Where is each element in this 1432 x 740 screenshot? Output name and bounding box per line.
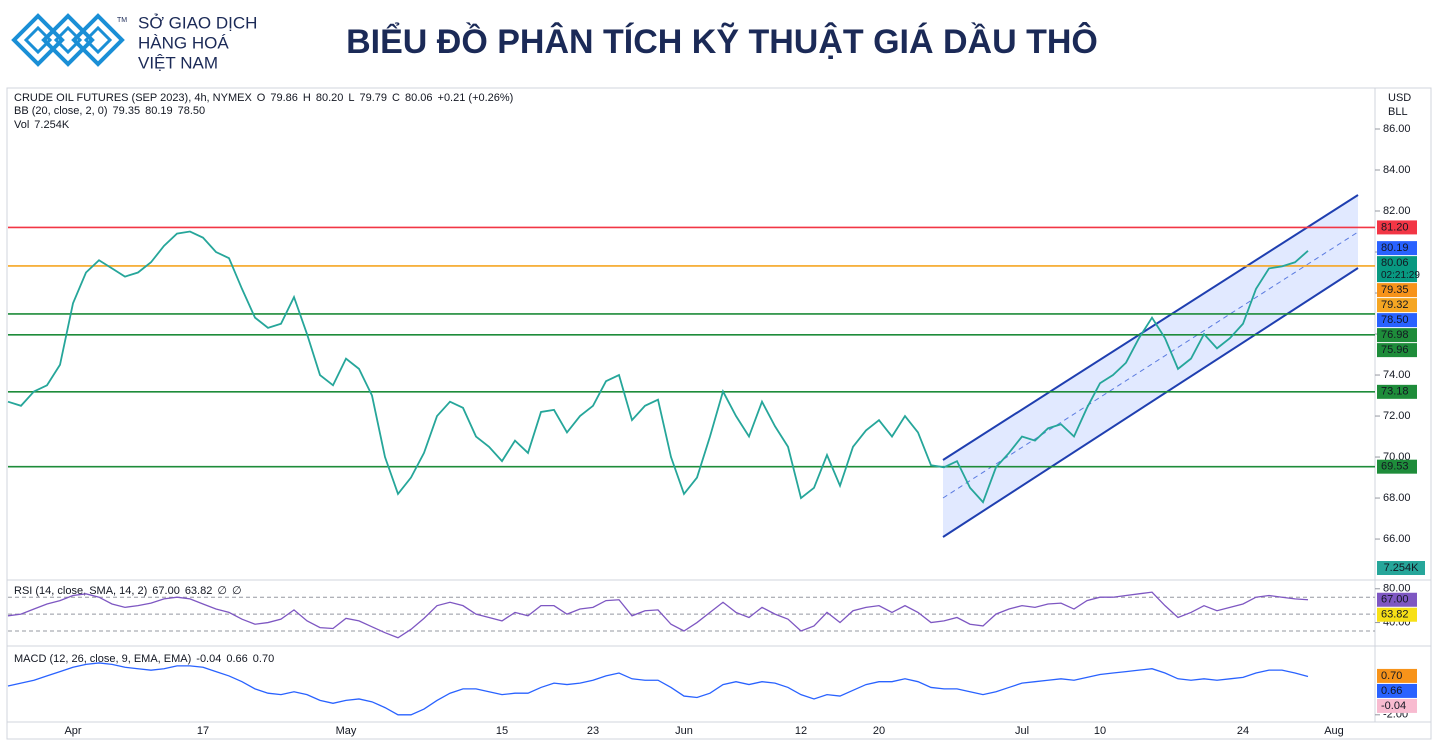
price-tag-label: -0.04 <box>1381 700 1406 712</box>
y-tick-label: 66.00 <box>1383 533 1411 545</box>
price-tag-label: 76.98 <box>1381 329 1409 341</box>
ohlc-value: 79.86 <box>270 92 298 104</box>
logo-text: HÀNG HOÁ <box>138 33 229 52</box>
ohlc-key: O <box>257 92 266 104</box>
y-tick-label: 82.00 <box>1383 205 1411 217</box>
chart-frame <box>6 87 1432 740</box>
price-tag <box>1377 592 1417 607</box>
indicator-value: 80.19 <box>145 105 173 117</box>
volume-label: 7.254K <box>1384 562 1420 574</box>
ohlc-value: 80.20 <box>316 92 344 104</box>
price-line <box>7 591 1309 639</box>
price-tag <box>1377 313 1417 328</box>
x-tick-label: 20 <box>873 725 885 737</box>
ohlc-key: L <box>348 92 354 104</box>
price-tag <box>1377 698 1417 713</box>
price-tag-label: 0.70 <box>1381 670 1402 682</box>
logo-text: VIỆT NAM <box>138 53 218 72</box>
price-tag <box>1377 220 1417 235</box>
trend-channel <box>942 194 1359 538</box>
price-tag-label: 79.32 <box>1381 299 1409 311</box>
ohlc-key: C <box>392 92 400 104</box>
indicator-value: 7.254K <box>34 119 70 131</box>
y-tick-label: 74.00 <box>1383 369 1411 381</box>
price-tag <box>1377 384 1417 399</box>
price-tag <box>1377 283 1417 298</box>
currency: USD <box>1388 92 1411 104</box>
y-tick-label: 86.00 <box>1383 123 1411 135</box>
indicator-value: 0.70 <box>253 653 274 665</box>
price-tag-label: 78.50 <box>1381 314 1409 326</box>
volume-tag <box>1377 561 1425 575</box>
indicator-value: 78.50 <box>178 105 206 117</box>
price-tag-label: 80.06 <box>1381 257 1409 269</box>
price-tag <box>1377 241 1417 256</box>
x-tick-label: Aug <box>1324 725 1344 737</box>
indicator-value: ∅ <box>232 585 242 597</box>
indicator-value: 0.66 <box>226 653 247 665</box>
price-tag-label: 73.18 <box>1381 386 1409 398</box>
logo-mark: TM <box>117 17 127 24</box>
ohlc-value: 79.79 <box>360 92 388 104</box>
indicator-value: ∅ <box>217 585 227 597</box>
logo <box>11 13 125 67</box>
x-tick-label: 15 <box>496 725 508 737</box>
x-tick-label: 10 <box>1094 725 1106 737</box>
price-tag-label: 0.66 <box>1381 685 1402 697</box>
indicator-name: Vol <box>14 119 29 131</box>
x-tick-label: 24 <box>1237 725 1249 737</box>
unit: BLL <box>1388 106 1408 118</box>
x-tick-label: Apr <box>64 725 81 737</box>
x-tick-label: 17 <box>197 725 209 737</box>
price-line <box>7 662 1309 716</box>
indicator-name: BB (20, close, 2, 0) <box>14 105 108 117</box>
price-line <box>7 230 1309 504</box>
price-tag <box>1377 459 1417 474</box>
x-tick-label: 12 <box>795 725 807 737</box>
price-tag <box>1377 343 1417 358</box>
indicator-value: 63.82 <box>185 585 213 597</box>
price-tag <box>1377 607 1417 622</box>
x-tick-label: Jul <box>1015 725 1029 737</box>
indicator-value: 67.00 <box>152 585 180 597</box>
indicator-value: 79.35 <box>113 105 141 117</box>
price-tag <box>1377 256 1417 283</box>
x-tick-label: 23 <box>587 725 599 737</box>
price-tag <box>1377 298 1417 313</box>
y-tick-label: 80.00 <box>1383 583 1411 595</box>
price-tag-label: 75.96 <box>1381 344 1409 356</box>
indicator-name: MACD (12, 26, close, 9, EMA, EMA) <box>14 653 191 665</box>
logo-text: SỞ GIAO DỊCH <box>138 13 257 32</box>
ohlc-key: H <box>303 92 311 104</box>
x-tick-label: May <box>336 725 357 737</box>
price-tag <box>1377 683 1417 698</box>
price-tag <box>1377 328 1417 343</box>
y-tick-label: 72.00 <box>1383 410 1411 422</box>
price-tag-label: 81.20 <box>1381 221 1409 233</box>
x-tick-label: Jun <box>675 725 693 737</box>
price-tag-time: 02:21:29 <box>1381 270 1420 281</box>
ohlc-value: 80.06 <box>405 92 433 104</box>
page-title: BIỂU ĐỒ PHÂN TÍCH KỸ THUẬT GIÁ DẦU THÔ <box>346 22 1098 61</box>
y-tick-label: 68.00 <box>1383 492 1411 504</box>
price-tag-label: 80.19 <box>1381 242 1409 254</box>
indicator-value: -0.04 <box>196 653 221 665</box>
legend-symbol: CRUDE OIL FUTURES (SEP 2023), 4h, NYMEX <box>14 92 252 104</box>
y-tick-label: 84.00 <box>1383 164 1411 176</box>
price-tag-label: 67.00 <box>1381 594 1409 606</box>
indicator-name: RSI (14, close, SMA, 14, 2) <box>14 585 147 597</box>
legend-change: +0.21 (+0.26%) <box>438 92 514 104</box>
price-tag-label: 79.35 <box>1381 284 1409 296</box>
price-tag-label: 69.53 <box>1381 461 1409 473</box>
price-tag <box>1377 668 1417 683</box>
price-tag-label: 63.82 <box>1381 609 1409 621</box>
